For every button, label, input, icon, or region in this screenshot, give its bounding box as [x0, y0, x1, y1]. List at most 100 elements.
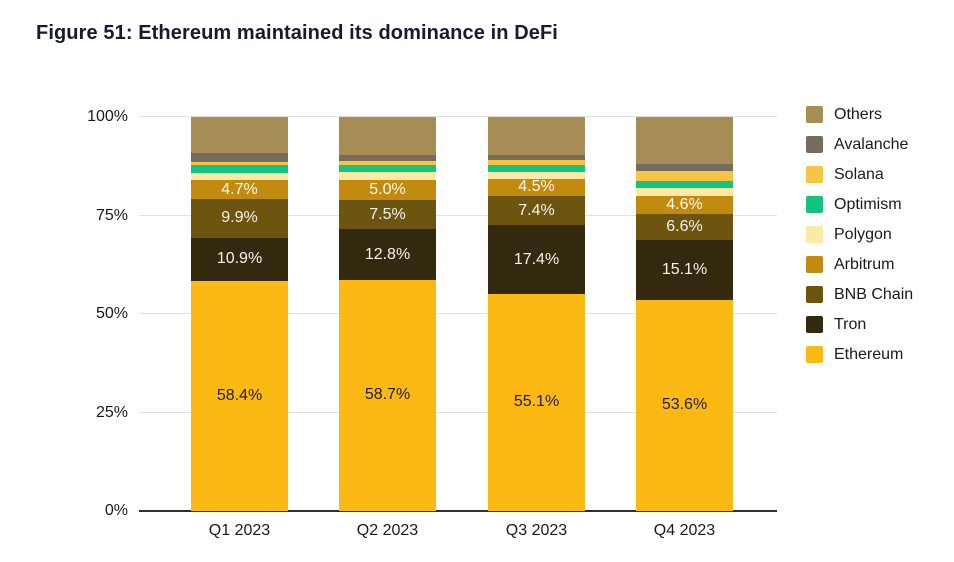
gridline [139, 411, 777, 413]
legend-item-ethereum: Ethereum [806, 346, 913, 363]
bar-segment-solana [191, 161, 288, 166]
legend-swatch-icon [806, 226, 823, 243]
legend-swatch-icon [806, 286, 823, 303]
gridline [139, 313, 777, 314]
x-tick-label: Q4 2023 [653, 522, 716, 539]
bar-q1-2023: 58.4% 10.9% 9.9% 4.7% [191, 117, 288, 511]
legend-item-others: Others [806, 106, 913, 123]
bar-segment-tron: 17.4% [488, 225, 585, 294]
bar-q3-2023: 55.1% 17.4% 7.4% 4.5% [488, 117, 585, 511]
bar-segment-arbitrum: 4.5% [488, 178, 585, 197]
bar-segment-bnb-chain: 7.4% [488, 196, 585, 226]
gridline [139, 116, 777, 117]
legend-label: Solana [834, 165, 884, 183]
legend-label: Optimism [834, 195, 902, 213]
bar-q2-2023: 58.7% 12.8% 7.5% 5.0% [339, 117, 436, 511]
segment-value-label: 10.9% [216, 250, 263, 268]
bar-segment-solana [339, 161, 436, 166]
bar-segment-tron: 12.8% [339, 229, 436, 280]
y-tick-label: 50% [95, 305, 128, 322]
chart-legend: Others Avalanche Solana Optimism Polygon Arbi… [806, 106, 913, 376]
bar-segment-others [339, 117, 436, 155]
legend-label: Arbitrum [834, 255, 895, 273]
y-tick-label: 0% [104, 502, 128, 519]
segment-value-label: 4.6% [666, 196, 703, 214]
legend-swatch-icon [806, 346, 823, 363]
bar-q4-2023: 53.6% 15.1% 6.6% 4.6% [636, 117, 733, 511]
y-tick-label: 25% [95, 403, 128, 421]
legend-item-optimism: Optimism [806, 196, 913, 213]
bar-segment-avalanche [488, 154, 585, 161]
bar-segment-optimism [636, 180, 733, 189]
plot-area: 0% 25% 50% 75% 100% 58.4% 10.9% 9.9% 4.7% Q1 2023… [87, 109, 777, 539]
bar-segment-solana [488, 160, 585, 166]
y-tick-label: 100% [87, 108, 128, 125]
bar-segment-ethereum: 53.6% [636, 299, 733, 511]
bar-segment-bnb-chain: 6.6% [636, 214, 733, 241]
bar-segment-polygon [191, 172, 288, 181]
bar-segment-ethereum: 58.4% [191, 280, 288, 511]
bar-segment-tron: 10.9% [191, 237, 288, 281]
segment-value-label: 7.4% [518, 201, 555, 219]
bar-segment-polygon [339, 172, 436, 181]
bar-segment-solana [636, 171, 733, 181]
bar-segment-others [488, 117, 585, 155]
bar-segment-optimism [191, 165, 288, 173]
bar-segment-ethereum: 55.1% [488, 293, 585, 511]
legend-swatch-icon [806, 136, 823, 153]
segment-value-label: 53.6% [661, 396, 708, 414]
bar-segment-polygon [488, 172, 585, 179]
legend-label: BNB Chain [834, 285, 914, 303]
segment-value-label: 6.6% [666, 218, 703, 236]
bar-segment-bnb-chain: 9.9% [191, 198, 288, 238]
x-tick-label: Q3 2023 [505, 522, 568, 539]
bar-segment-avalanche [191, 152, 288, 162]
bar-segment-others [636, 117, 733, 164]
legend-item-bnb-chain: BNB Chain [806, 286, 913, 303]
bar-segment-tron: 15.1% [636, 240, 733, 300]
segment-value-label: 5.0% [369, 180, 406, 198]
legend-swatch-icon [806, 196, 823, 213]
segment-value-label: 58.4% [216, 386, 263, 404]
segment-value-label: 17.4% [513, 250, 560, 268]
legend-item-avalanche: Avalanche [806, 136, 913, 153]
legend-swatch-icon [806, 166, 823, 183]
segment-value-label: 4.5% [518, 178, 555, 196]
segment-value-label: 58.7% [364, 386, 411, 404]
segment-value-label: 55.1% [513, 393, 560, 411]
legend-label: Others [834, 105, 883, 123]
legend-label: Avalanche [834, 135, 909, 153]
bar-segment-avalanche [636, 163, 733, 172]
segment-value-label: 7.5% [369, 205, 406, 223]
bar-segment-arbitrum: 4.6% [636, 196, 733, 215]
legend-swatch-icon [806, 316, 823, 333]
bar-segment-ethereum: 58.7% [339, 279, 436, 511]
x-tick-label: Q1 2023 [208, 522, 271, 539]
legend-item-tron: Tron [806, 316, 913, 333]
legend-swatch-icon [806, 256, 823, 273]
bar-segment-arbitrum: 5.0% [339, 180, 436, 200]
bar-segment-optimism [339, 165, 436, 173]
legend-label: Polygon [834, 225, 892, 243]
bar-segment-avalanche [339, 154, 436, 162]
legend-label: Tron [834, 315, 867, 333]
legend-item-solana: Solana [806, 166, 913, 183]
bar-segment-polygon [636, 188, 733, 197]
gridline [139, 214, 777, 216]
segment-value-label: 9.9% [221, 209, 258, 227]
segment-value-label: 15.1% [661, 261, 708, 279]
segment-value-label: 4.7% [221, 180, 258, 198]
y-tick-label: 75% [95, 206, 128, 224]
legend-label: Ethereum [834, 345, 904, 363]
bar-segment-bnb-chain: 7.5% [339, 199, 436, 230]
bar-segment-optimism [488, 165, 585, 173]
bar-segment-others [191, 117, 288, 153]
legend-item-arbitrum: Arbitrum [806, 256, 913, 273]
figure-title: Figure 51: Ethereum maintained its domin… [36, 22, 558, 44]
bar-segment-arbitrum: 4.7% [191, 180, 288, 199]
x-tick-label: Q2 2023 [356, 522, 419, 539]
segment-value-label: 12.8% [364, 245, 411, 263]
legend-item-polygon: Polygon [806, 226, 913, 243]
legend-swatch-icon [806, 106, 823, 123]
